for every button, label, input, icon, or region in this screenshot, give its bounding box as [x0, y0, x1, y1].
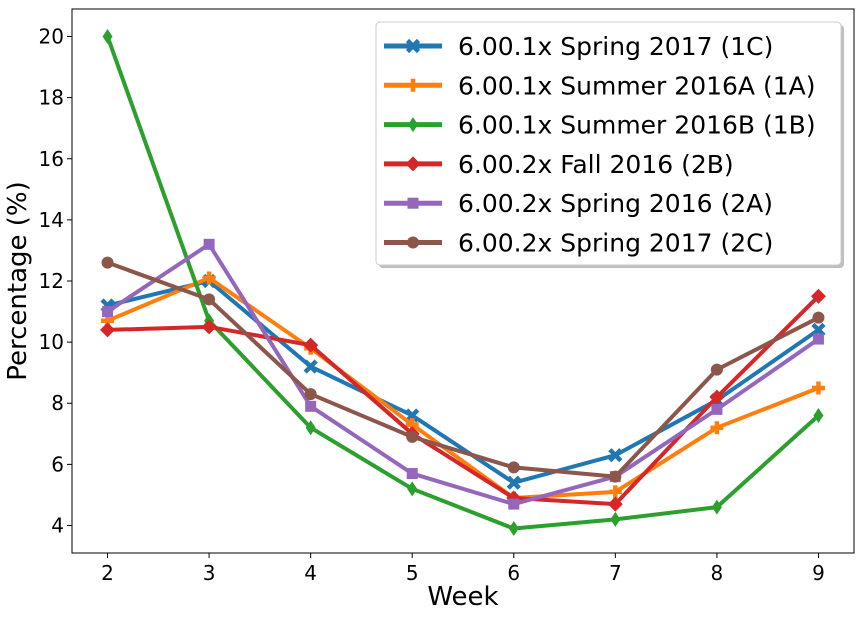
- legend-label: 6.00.1x Spring 2017 (1C): [458, 32, 773, 61]
- y-tick-label: 4: [51, 513, 64, 537]
- data-point: [508, 498, 520, 510]
- legend-label: 6.00.2x Spring 2017 (2C): [458, 229, 773, 258]
- data-point: [608, 448, 623, 463]
- x-tick-label: 6: [507, 561, 520, 585]
- legend-marker: [405, 38, 421, 54]
- y-tick-label: 12: [39, 269, 64, 293]
- x-tick-label: 9: [812, 561, 825, 585]
- legend-box: [375, 21, 842, 266]
- x-tick-label: 2: [101, 561, 114, 585]
- series-line: [106, 275, 820, 500]
- x-tick-label: 4: [304, 561, 317, 585]
- legend-entries: 6.00.1x Spring 2017 (1C) 6.00.1x Summer 2…: [384, 32, 816, 258]
- x-tick-label: 5: [406, 561, 419, 585]
- legend-marker: [406, 78, 420, 92]
- x-tick-label: 3: [203, 561, 216, 585]
- series-layer: [100, 29, 826, 537]
- data-point: [811, 381, 825, 395]
- x-axis: 2 3 4 5 6 7 8 9: [101, 553, 825, 585]
- y-tick-label: 8: [51, 391, 64, 415]
- data-point: [812, 333, 824, 345]
- series-line: [106, 242, 820, 507]
- data-point: [304, 388, 317, 401]
- data-point: [506, 475, 521, 490]
- data-point: [709, 389, 725, 405]
- legend-marker: [408, 117, 418, 133]
- x-tick-label: 7: [609, 561, 622, 585]
- data-point: [203, 238, 215, 250]
- legend-entry: 6.00.2x Spring 2017 (2C): [384, 229, 773, 258]
- data-point: [405, 408, 420, 423]
- data-point: [407, 481, 418, 497]
- data-point: [608, 485, 622, 499]
- data-point: [100, 322, 116, 338]
- data-point: [711, 499, 722, 515]
- data-point: [609, 470, 622, 483]
- data-point: [201, 319, 217, 335]
- legend-marker: [405, 156, 421, 172]
- legend-marker: [407, 197, 419, 209]
- legend-label: 6.00.1x Summer 2016A (1A): [458, 71, 815, 100]
- data-point: [507, 461, 520, 474]
- data-point: [305, 400, 317, 412]
- data-point: [813, 407, 824, 423]
- y-axis-title: Percentage (%): [3, 181, 33, 381]
- series-line: [106, 260, 820, 479]
- legend-entry: 6.00.2x Spring 2016 (2A): [384, 189, 773, 218]
- data-point: [607, 496, 623, 512]
- series-line: [107, 279, 820, 485]
- data-point: [711, 403, 723, 415]
- data-point: [610, 511, 621, 527]
- data-point: [811, 322, 826, 337]
- y-tick-label: 6: [51, 452, 64, 476]
- data-point: [406, 468, 418, 480]
- data-point: [406, 430, 419, 443]
- data-point: [203, 293, 216, 306]
- y-tick-label: 16: [39, 147, 64, 171]
- y-tick-label: 10: [39, 330, 64, 354]
- legend: 6.00.1x Spring 2017 (1C) 6.00.1x Summer 2…: [375, 21, 844, 268]
- y-axis: 4 6 8 10 12 14 16 18 20: [39, 25, 72, 537]
- series-6: [101, 256, 825, 483]
- legend-entry: 6.00.1x Summer 2016B (1B): [384, 111, 816, 140]
- legend-label: 6.00.2x Spring 2016 (2A): [458, 189, 773, 218]
- data-point: [710, 363, 723, 376]
- series-line: [107, 294, 820, 507]
- y-tick-label: 14: [39, 208, 64, 232]
- x-tick-label: 8: [711, 561, 724, 585]
- legend-marker: [407, 236, 419, 249]
- data-point: [508, 521, 519, 537]
- data-point: [810, 288, 826, 304]
- data-point: [305, 420, 316, 436]
- data-point: [303, 337, 319, 353]
- legend-entry: 6.00.2x Fall 2016 (2B): [384, 150, 734, 179]
- data-point: [102, 306, 114, 318]
- data-point: [101, 256, 114, 269]
- data-point: [812, 311, 825, 324]
- series-line: [105, 35, 820, 531]
- legend-label: 6.00.2x Fall 2016 (2B): [458, 150, 734, 179]
- y-tick-label: 20: [39, 25, 64, 49]
- y-tick-label: 18: [39, 86, 64, 110]
- data-point: [102, 29, 113, 45]
- legend-entry: 6.00.1x Spring 2017 (1C): [384, 32, 773, 61]
- data-point: [710, 421, 724, 435]
- x-axis-title: Week: [427, 582, 498, 612]
- legend-label: 6.00.1x Summer 2016B (1B): [458, 111, 816, 140]
- data-point: [303, 359, 318, 374]
- data-point: [202, 271, 216, 285]
- legend-entry: 6.00.1x Summer 2016A (1A): [384, 71, 815, 100]
